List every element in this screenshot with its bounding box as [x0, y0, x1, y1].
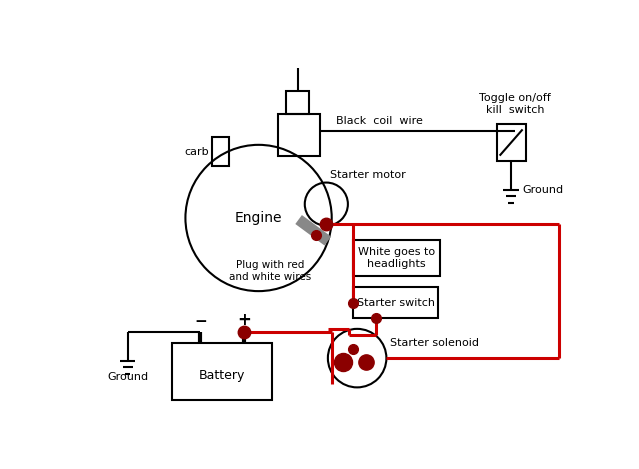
Bar	[173, 343, 272, 401]
Text: Engine: Engine	[235, 211, 282, 225]
Text: Ground: Ground	[107, 372, 148, 382]
Text: Black  coil  wire: Black coil wire	[335, 116, 422, 126]
Text: carb: carb	[184, 147, 208, 157]
Bar	[278, 114, 320, 156]
Text: Toggle on/off
kill  switch: Toggle on/off kill switch	[479, 93, 551, 115]
Bar	[212, 137, 229, 166]
Text: Starter solenoid: Starter solenoid	[390, 338, 479, 348]
Text: White goes to
headlights: White goes to headlights	[358, 247, 435, 269]
Bar	[497, 124, 526, 161]
Text: Plug with red
and white wires: Plug with red and white wires	[229, 260, 311, 282]
Text: +: +	[238, 311, 251, 329]
Text: Starter motor: Starter motor	[330, 170, 406, 180]
Bar	[353, 287, 438, 318]
Text: Battery: Battery	[199, 369, 245, 382]
Text: Starter switch: Starter switch	[357, 298, 435, 308]
Text: −: −	[194, 314, 207, 329]
Text: Ground: Ground	[522, 185, 563, 195]
Bar	[286, 91, 309, 114]
Bar	[353, 240, 440, 277]
